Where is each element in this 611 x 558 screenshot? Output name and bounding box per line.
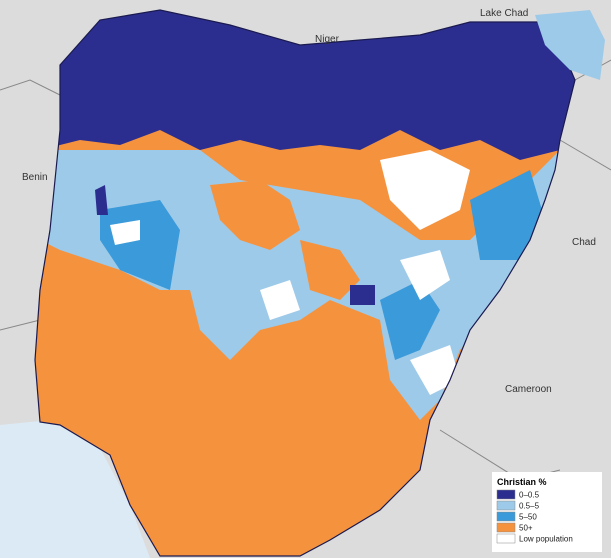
legend-title: Christian % <box>497 477 547 487</box>
legend-swatch <box>496 533 516 544</box>
lake-chad <box>535 10 605 80</box>
legend-items: 0–0.5 0.5–5 5–50 50+ Low population <box>496 489 573 544</box>
niger-label: Niger <box>315 34 340 45</box>
lake-chad-label: Lake Chad <box>480 8 528 19</box>
chad-label: Chad <box>572 237 596 248</box>
legend-swatch <box>496 522 516 533</box>
legend-label: 0–0.5 <box>519 491 540 500</box>
legend-label: 5–50 <box>519 513 537 522</box>
legend-label: 50+ <box>519 524 533 533</box>
region-50plus-mid <box>210 180 360 300</box>
legend-label: Low population <box>519 535 573 544</box>
benin-label: Benin <box>22 172 48 183</box>
ocean <box>0 420 150 558</box>
nigeria-border <box>34 9 576 557</box>
legend-swatch <box>496 500 516 511</box>
legend-label: 0.5–5 <box>519 502 540 511</box>
legend-swatch <box>496 511 516 522</box>
legend-swatch <box>496 489 516 500</box>
low-population <box>110 150 470 395</box>
region-0-0-5 <box>35 10 575 160</box>
cameroon-label: Cameroon <box>505 384 552 395</box>
legend: Christian % 0–0.5 0.5–5 5–50 50+ Low populat… <box>492 472 602 552</box>
region-5-50 <box>100 170 545 360</box>
